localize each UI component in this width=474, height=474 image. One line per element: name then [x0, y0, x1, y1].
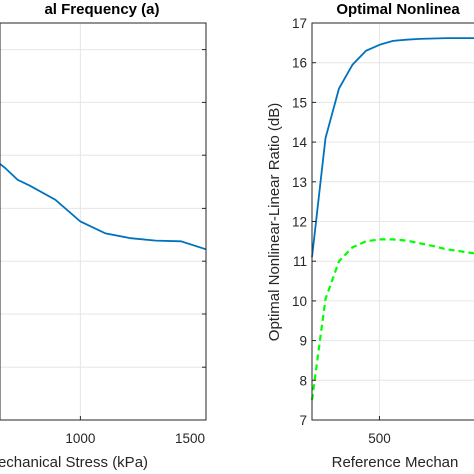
right-ticks: 7 8 9 10 11 12 13 14 15 16 17 500 — [292, 16, 391, 446]
chart-left: 1000 1500 al Frequency (a) echanical Stre… — [0, 1, 207, 471]
left-lines — [0, 163, 207, 251]
right-ylabel: Optimal Nonlinear-Linear Ratio (dB) — [266, 103, 283, 341]
right-x-tick-label: 500 — [368, 431, 391, 446]
right-lines — [310, 37, 474, 401]
right-y-tick-label: 13 — [292, 175, 307, 190]
right-grid — [312, 22, 474, 421]
left-title: al Frequency (a) — [44, 1, 159, 18]
right-y-tick-label: 17 — [292, 16, 307, 31]
right-y-tick-label: 7 — [299, 413, 307, 428]
left-series-line-0 — [0, 163, 207, 251]
left-xlabel: echanical Stress (kPa) — [0, 454, 148, 471]
right-y-tick-label: 10 — [292, 294, 307, 309]
right-title: Optimal Nonlinea — [336, 1, 460, 18]
right-y-tick-label: 14 — [292, 135, 308, 150]
right-y-tick-label: 15 — [292, 95, 307, 110]
left-x-tick-label: 1500 — [175, 431, 205, 446]
right-y-tick-label: 9 — [299, 334, 307, 349]
left-axes-box — [0, 22, 207, 421]
right-series-line-1 — [310, 238, 474, 401]
left-x-tick-label: 1000 — [65, 431, 95, 446]
right-series-line-0 — [311, 37, 474, 258]
right-y-tick-label: 12 — [292, 215, 307, 230]
right-y-tick-label: 11 — [293, 254, 307, 269]
right-y-tick-label: 8 — [299, 373, 307, 388]
right-xlabel: Reference Mechan — [332, 454, 459, 471]
right-y-tick-label: 16 — [292, 56, 307, 71]
left-ticks: 1000 1500 — [65, 49, 207, 446]
left-grid — [0, 23, 207, 420]
